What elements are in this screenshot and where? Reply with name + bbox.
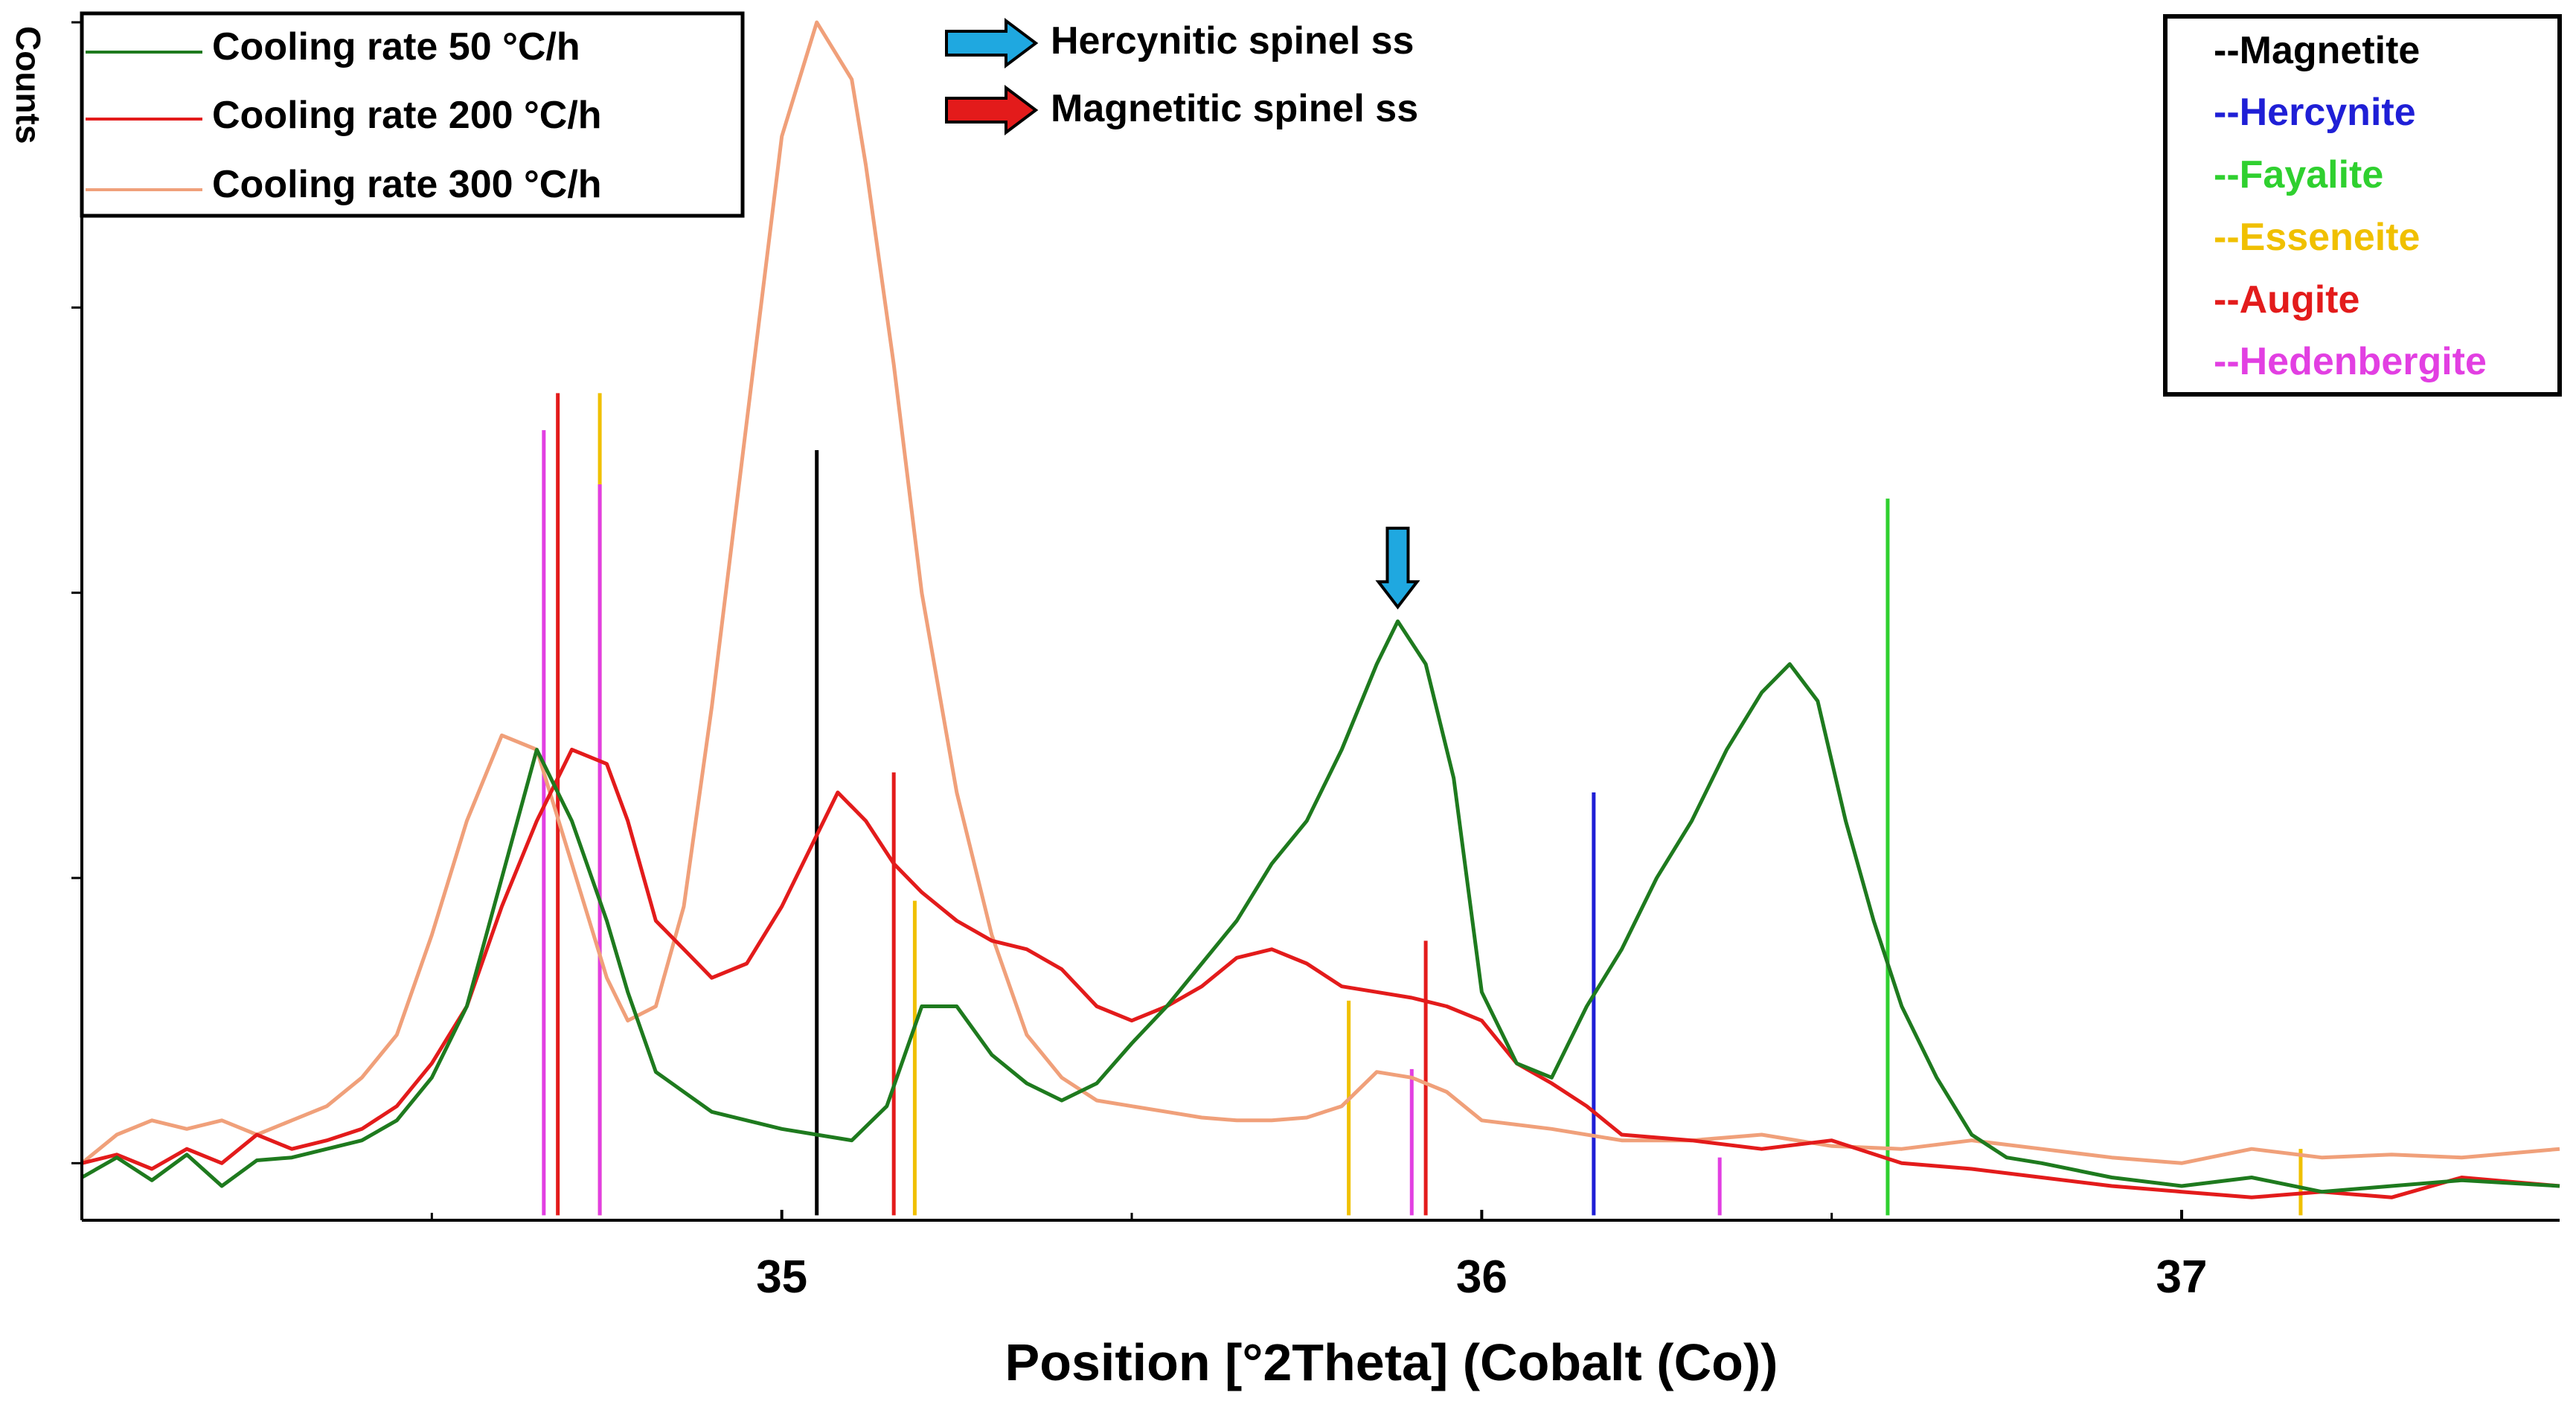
legend-phase-esseneite: --Esseneite bbox=[2214, 216, 2420, 259]
reference-lines bbox=[542, 393, 2303, 1216]
axes bbox=[80, 22, 2560, 1222]
axis-ticks: 35 36 37 bbox=[71, 21, 2208, 1303]
legend-phases-box bbox=[2163, 14, 2562, 397]
series-line-0 bbox=[80, 619, 2560, 1194]
legend-phase-augite: --Augite bbox=[2214, 278, 2359, 321]
peak-markers bbox=[1375, 526, 1420, 610]
hercynitic-legend-arrow-icon bbox=[945, 18, 1039, 68]
legend-phase-magnetite: --Magnetite bbox=[2214, 29, 2420, 72]
hercynitic-peak-arrow-icon bbox=[1375, 526, 1420, 610]
legend-magnetitic-label: Magnetitic spinel ss bbox=[1051, 87, 1418, 130]
series-line-2 bbox=[80, 20, 2560, 1165]
legend-phase-fayalite: --Fayalite bbox=[2214, 153, 2383, 196]
magnetitic-legend-arrow-icon bbox=[945, 85, 1039, 135]
legend-hercynitic-label: Hercynitic spinel ss bbox=[1051, 19, 1414, 63]
y-axis-label: Counts bbox=[9, 26, 48, 144]
series-lines bbox=[80, 20, 2560, 1199]
x-tick-label-36: 36 bbox=[1456, 1251, 1508, 1303]
x-tick-label-35: 35 bbox=[756, 1251, 807, 1303]
legend-cooling-rates: Cooling rate 50 °C/h Cooling rate 200 °C… bbox=[80, 11, 745, 218]
legend-phases: --Magnetite --Hercynite --Fayalite --Ess… bbox=[2163, 14, 2562, 397]
legend-rates-box bbox=[80, 11, 745, 218]
legend-label-50: Cooling rate 50 °C/h bbox=[212, 25, 580, 68]
legend-label-300: Cooling rate 300 °C/h bbox=[212, 163, 602, 206]
x-tick-label-37: 37 bbox=[2156, 1251, 2208, 1303]
legend-label-200: Cooling rate 200 °C/h bbox=[212, 94, 602, 137]
legend-phase-hercynite: --Hercynite bbox=[2214, 91, 2416, 134]
legend-phase-hedenbergite: --Hedenbergite bbox=[2214, 340, 2487, 383]
legend-arrows: Hercynitic spinel ss Magnetitic spinel s… bbox=[945, 18, 1418, 135]
series-line-1 bbox=[81, 748, 2560, 1199]
x-axis-label: Position [°2Theta] (Cobalt (Co)) bbox=[1005, 1333, 1778, 1391]
